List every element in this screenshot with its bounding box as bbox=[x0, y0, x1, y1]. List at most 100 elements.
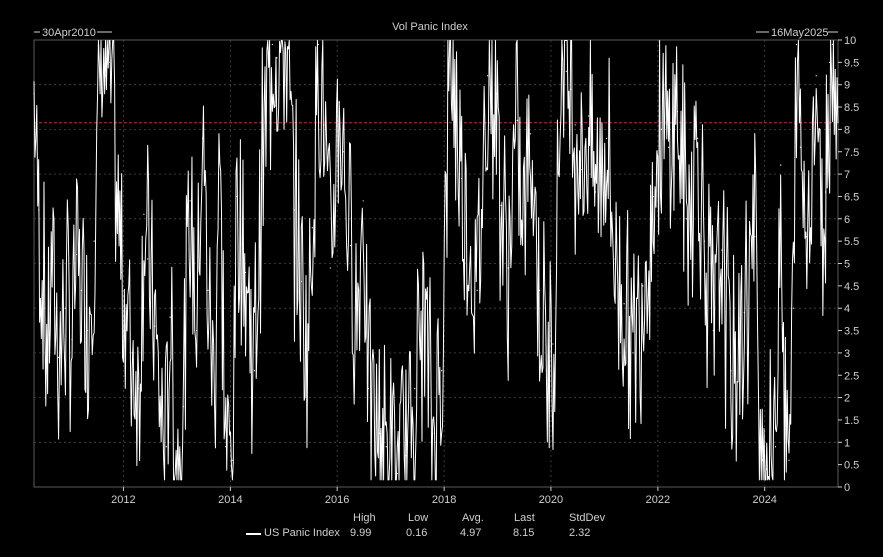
stat-header-last: Last bbox=[514, 512, 535, 524]
series-point bbox=[581, 169, 583, 171]
series-point bbox=[343, 151, 345, 153]
series-point bbox=[285, 48, 287, 50]
series-point bbox=[538, 289, 541, 291]
series-point bbox=[461, 177, 463, 180]
stat-value-avg: 4.97 bbox=[460, 527, 482, 539]
series-point bbox=[831, 43, 834, 46]
series-point bbox=[545, 370, 547, 372]
series-point bbox=[329, 267, 331, 269]
series-point bbox=[652, 195, 654, 198]
series-point bbox=[125, 307, 127, 309]
series-point bbox=[824, 191, 827, 193]
series-point bbox=[385, 446, 387, 448]
series-point bbox=[42, 294, 44, 296]
y-tick-label: 2.5 bbox=[844, 370, 859, 382]
series-point bbox=[147, 258, 149, 260]
series-point bbox=[774, 446, 777, 448]
series-point bbox=[169, 316, 171, 318]
series-point bbox=[231, 459, 234, 461]
series-point bbox=[115, 195, 118, 198]
series-point bbox=[565, 70, 567, 72]
series-point bbox=[470, 249, 472, 251]
series-point bbox=[788, 459, 790, 461]
series-point bbox=[307, 343, 309, 345]
y-tick-label: 8 bbox=[844, 124, 850, 136]
stat-header-avg: Avg. bbox=[462, 512, 484, 524]
series-point bbox=[588, 115, 590, 117]
y-tick-label: 0.5 bbox=[844, 460, 859, 472]
series-point bbox=[721, 249, 723, 251]
series-point bbox=[570, 88, 572, 90]
series-point bbox=[561, 39, 563, 42]
series-point bbox=[189, 200, 191, 202]
y-tick-label: 1.5 bbox=[844, 415, 859, 427]
series-point bbox=[623, 303, 625, 305]
x-tick-label: 2022 bbox=[646, 494, 670, 506]
series-point bbox=[552, 343, 554, 345]
grid-lines bbox=[34, 40, 838, 487]
y-tick-label: 5 bbox=[844, 259, 850, 271]
series-point bbox=[486, 75, 489, 77]
series-point bbox=[795, 43, 798, 46]
series-point bbox=[109, 61, 111, 63]
series-point bbox=[820, 222, 822, 224]
series-point bbox=[712, 329, 714, 332]
series-point bbox=[93, 240, 95, 242]
x-tick-label: 2016 bbox=[325, 494, 349, 506]
series-point bbox=[311, 227, 313, 229]
series-point bbox=[449, 43, 451, 46]
y-tick-label: 6.5 bbox=[844, 191, 859, 203]
series-point bbox=[121, 271, 123, 274]
y-tick-label: 10 bbox=[844, 35, 856, 47]
x-tick-label: 2018 bbox=[432, 494, 456, 506]
series-point bbox=[138, 388, 140, 390]
series-point bbox=[378, 432, 380, 434]
series-point bbox=[160, 423, 162, 426]
series-point bbox=[806, 236, 808, 238]
series-point bbox=[605, 137, 608, 139]
series-point bbox=[104, 75, 107, 77]
stat-value-stddev: 2.32 bbox=[569, 527, 591, 539]
series-point bbox=[207, 289, 209, 291]
series-point bbox=[349, 245, 352, 247]
series-point bbox=[367, 388, 369, 390]
series-point bbox=[574, 124, 576, 126]
series-point bbox=[441, 370, 443, 372]
series-point bbox=[766, 468, 768, 470]
series-point bbox=[614, 258, 616, 260]
series-point bbox=[153, 325, 156, 327]
series-point bbox=[338, 101, 340, 104]
x-tick-label: 2012 bbox=[111, 494, 135, 506]
legend-series-swatch bbox=[246, 533, 261, 535]
series-point bbox=[271, 43, 273, 46]
series-point bbox=[632, 352, 634, 354]
y-tick-label: 6 bbox=[844, 214, 850, 226]
legend-series-name: US Panic Index bbox=[264, 527, 340, 539]
series-point bbox=[396, 472, 398, 475]
series-point bbox=[423, 307, 425, 309]
series-point bbox=[829, 61, 831, 63]
y-tick-label: 1 bbox=[844, 437, 850, 449]
series-point bbox=[293, 209, 296, 211]
series-point bbox=[236, 195, 238, 198]
series-point bbox=[51, 258, 53, 260]
series-point bbox=[225, 446, 227, 448]
series-point bbox=[516, 119, 518, 122]
series-point bbox=[300, 280, 302, 282]
series-point bbox=[414, 388, 416, 390]
series-point bbox=[754, 236, 756, 238]
series-point bbox=[195, 329, 198, 332]
series-point bbox=[521, 236, 523, 238]
series-point bbox=[703, 240, 706, 242]
legend: US Panic Index High Low Avg. Last StdDev… bbox=[246, 512, 646, 542]
series-point bbox=[362, 200, 364, 202]
series-point bbox=[761, 459, 763, 461]
series-point bbox=[80, 289, 83, 291]
series-point bbox=[799, 146, 801, 148]
series-point bbox=[47, 343, 49, 345]
series-point bbox=[182, 405, 185, 408]
series-point bbox=[495, 93, 497, 95]
series-point bbox=[276, 57, 278, 59]
series-point bbox=[780, 164, 782, 166]
